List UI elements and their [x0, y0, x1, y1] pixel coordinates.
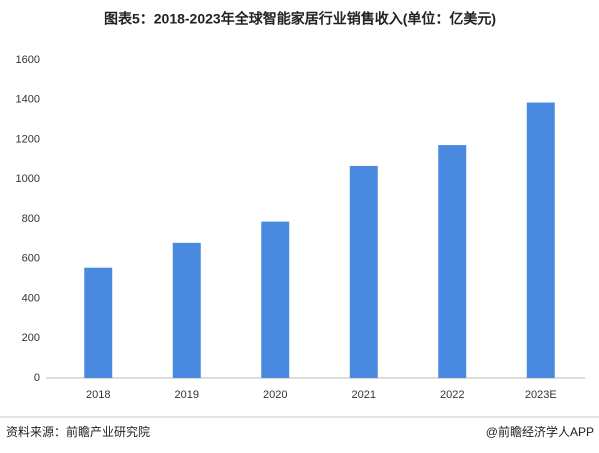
- x-tick-label: 2021: [352, 389, 376, 401]
- x-tick-label: 2023E: [525, 389, 557, 401]
- bar: [172, 242, 201, 378]
- x-tick-label: 2022: [440, 389, 464, 401]
- y-tick-label: 200: [22, 332, 40, 344]
- y-tick-label: 1400: [16, 94, 40, 106]
- credit: @前瞻经济学人APP: [486, 424, 594, 439]
- chart-title: 图表5：2018-2023年全球智能家居行业销售收入(单位：亿美元): [104, 11, 496, 27]
- y-tick-label: 400: [22, 292, 40, 304]
- bar: [84, 267, 113, 378]
- y-tick-label: 1000: [16, 173, 40, 185]
- y-tick-label: 1200: [16, 133, 40, 145]
- x-tick-label: 2020: [263, 389, 287, 401]
- y-tick-label: 600: [22, 253, 40, 265]
- y-tick-label: 0: [34, 372, 40, 384]
- bar: [526, 102, 555, 378]
- x-tick-label: 2018: [86, 389, 110, 401]
- bar: [349, 165, 378, 378]
- y-tick-label: 800: [22, 213, 40, 225]
- bar: [438, 145, 467, 378]
- source: 资料来源：前瞻产业研究院: [6, 424, 150, 439]
- x-tick-label: 2019: [175, 389, 199, 401]
- y-tick-label: 1600: [16, 54, 40, 66]
- bar: [261, 221, 290, 378]
